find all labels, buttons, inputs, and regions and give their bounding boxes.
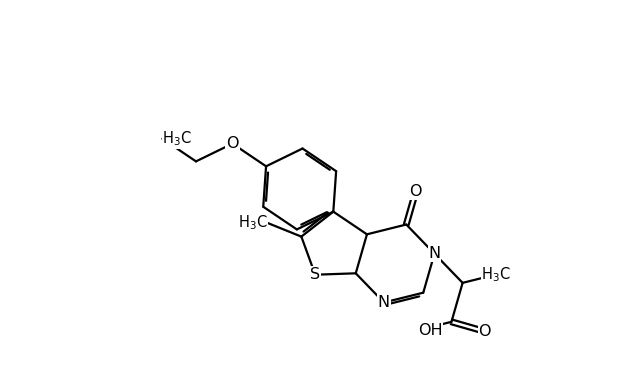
Text: S: S — [310, 267, 320, 282]
Text: O: O — [226, 136, 239, 151]
Text: O: O — [478, 324, 491, 339]
Text: N: N — [428, 246, 440, 261]
Text: N: N — [378, 295, 390, 310]
Text: O: O — [410, 184, 422, 199]
Text: H$_3$C: H$_3$C — [481, 265, 511, 284]
Text: H$_3$C: H$_3$C — [163, 129, 192, 148]
Text: H$_3$C: H$_3$C — [238, 214, 268, 232]
Text: OH: OH — [418, 323, 443, 338]
